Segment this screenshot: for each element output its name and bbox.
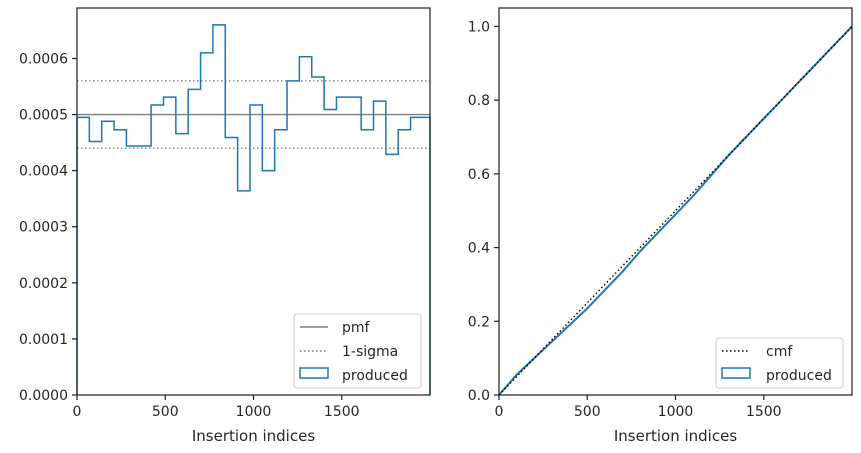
right-plot-marks <box>498 25 853 396</box>
right-legend: cmf produced <box>715 337 844 389</box>
y-tick-label: 0.0000 <box>19 388 68 404</box>
right-legend-box <box>715 337 844 389</box>
legend-produced-swatch-left <box>299 367 329 379</box>
legend-1-sigma-label: 1-sigma <box>342 344 398 360</box>
y-tick-label: 0.4 <box>468 241 490 257</box>
legend-cmf-label: cmf <box>766 344 793 360</box>
x-tick-label: 1000 <box>658 404 694 420</box>
left-legend: pmf 1-sigma produced <box>293 313 422 389</box>
y-tick-label: 1.0 <box>468 19 490 35</box>
legend-produced-label-right: produced <box>766 368 832 384</box>
left-x-ticks: 0 500 1000 1500 <box>73 395 360 420</box>
produced-histogram-step <box>76 24 431 395</box>
left-plot-marks <box>76 24 431 395</box>
cmf-line <box>498 25 853 396</box>
y-tick-label: 0.0005 <box>19 108 68 124</box>
right-cdf-panel: 0 500 1000 1500 0.0 0.2 0.4 0.6 0.8 1.0 Insertio… <box>468 7 853 445</box>
legend-produced-label-left: produced <box>342 368 408 384</box>
y-tick-label: 0.0003 <box>19 220 68 236</box>
x-tick-label: 500 <box>574 404 601 420</box>
left-y-ticks: 0.0000 0.0001 0.0002 0.0003 0.0004 0.0005 0.00… <box>19 51 77 404</box>
x-tick-label: 1500 <box>746 404 782 420</box>
right-x-ticks: 0 500 1000 1500 <box>495 395 782 420</box>
y-tick-label: 0.6 <box>468 167 490 183</box>
x-tick-label: 0 <box>495 404 504 420</box>
legend-pmf-label: pmf <box>342 320 371 336</box>
y-tick-label: 0.2 <box>468 314 490 330</box>
y-tick-label: 0.0001 <box>19 332 68 348</box>
left-histogram-panel: 0 500 1000 1500 0.00000.00010.00020.00030.0… <box>19 7 431 445</box>
x-tick-label: 1000 <box>236 404 272 420</box>
y-tick-label: 0.0 <box>468 388 490 404</box>
x-tick-label: 0 <box>73 404 82 420</box>
x-tick-label: 500 <box>152 404 179 420</box>
x-tick-label: 1500 <box>324 404 360 420</box>
right-x-axis-label: Insertion indices <box>614 427 737 445</box>
y-tick-label: 0.8 <box>468 93 490 109</box>
right-y-ticks: 0.0 0.2 0.4 0.6 0.8 1.0 <box>468 19 499 404</box>
y-tick-label: 0.0004 <box>19 164 68 180</box>
y-tick-label: 0.0006 <box>19 51 68 67</box>
left-legend-box <box>293 313 422 389</box>
left-x-axis-label: Insertion indices <box>192 427 315 445</box>
y-tick-label: 0.0002 <box>19 276 68 292</box>
legend-produced-swatch-right <box>721 367 751 379</box>
